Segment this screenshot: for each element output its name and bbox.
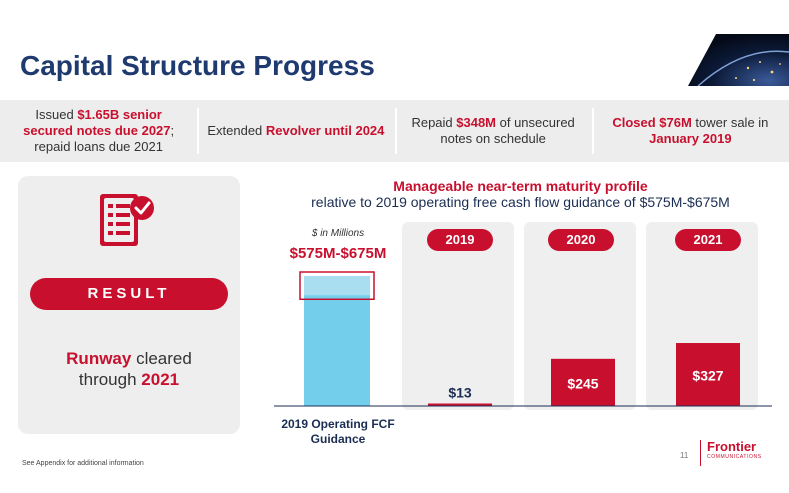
chart-subtitle: relative to 2019 operating free cash flo… xyxy=(311,194,730,210)
highlight-bold: Closed $76M xyxy=(612,115,692,130)
guidance-range-label: $575M-$675M xyxy=(289,245,387,262)
logo-brand: Frontier xyxy=(707,439,757,454)
year-pill-2020: 2020 xyxy=(548,229,614,251)
year-pill-2021: 2021 xyxy=(675,229,741,251)
bar-2021 xyxy=(676,343,740,406)
page-title: Capital Structure Progress xyxy=(20,50,375,81)
highlight-text: Repaid xyxy=(411,115,457,130)
result-text: Runway cleared through 2021 xyxy=(18,348,240,390)
value-label-2019: $13 xyxy=(448,384,472,400)
guidance-range-band xyxy=(304,276,370,296)
guidance-axis-label: 2019 Operating FCF Guidance xyxy=(281,417,395,446)
bar-2020 xyxy=(551,358,615,406)
logo-sub: COMMUNICATIONS xyxy=(707,454,762,460)
highlight-bold: Revolver until 2024 xyxy=(265,123,385,138)
highlight-bold: January 2019 xyxy=(649,131,732,146)
highlights-bar: Issued $1.65B senior secured notes due 2… xyxy=(0,100,789,162)
column-background-2019 xyxy=(402,222,514,410)
footnote: See Appendix for additional information xyxy=(22,460,144,467)
units-label: $ in Millions xyxy=(311,228,365,239)
highlight-revolver: Extended Revolver until 2024 xyxy=(197,100,394,162)
result-card: RESULT Runway cleared through 2021 xyxy=(18,176,240,434)
highlight-text: of unsecured notes on schedule xyxy=(440,115,575,146)
result-rest: through xyxy=(78,370,142,389)
bar-2019 xyxy=(428,403,492,406)
result-bold: Runway xyxy=(66,349,132,368)
result-rest: cleared xyxy=(131,349,192,368)
earth-night-image xyxy=(688,34,789,86)
value-label-2021: $327 xyxy=(692,368,723,384)
highlight-repaid: Repaid $348M of unsecured notes on sched… xyxy=(394,100,592,162)
guidance-range-highlight xyxy=(299,271,375,301)
highlight-text: ; repaid loans due 2021 xyxy=(34,123,175,154)
value-label-2020: $245 xyxy=(567,375,598,391)
highlight-bold: $348M xyxy=(456,115,497,130)
document-check-icon xyxy=(94,186,164,261)
highlight-text: tower sale in xyxy=(691,115,769,130)
chart-title: Manageable near-term maturity profile xyxy=(393,178,648,194)
highlight-text: Extended xyxy=(207,123,266,138)
result-bold: 2021 xyxy=(141,370,180,389)
highlight-text: Issued xyxy=(35,107,78,122)
maturity-chart: $13 $245 $327 xyxy=(274,271,772,407)
year-pill-2019: 2019 xyxy=(427,229,493,251)
result-pill: RESULT xyxy=(30,278,228,310)
guidance-bar xyxy=(304,276,370,406)
highlight-notes: Issued $1.65B senior secured notes due 2… xyxy=(0,100,197,162)
frontier-logo: Frontier COMMUNICATIONS xyxy=(700,440,778,466)
highlight-tower-sale: Closed $76M tower sale in January 2019 xyxy=(591,100,789,162)
highlight-bold: $1.65B senior secured notes due 2027 xyxy=(23,107,171,138)
page-number: 11 xyxy=(680,451,689,460)
